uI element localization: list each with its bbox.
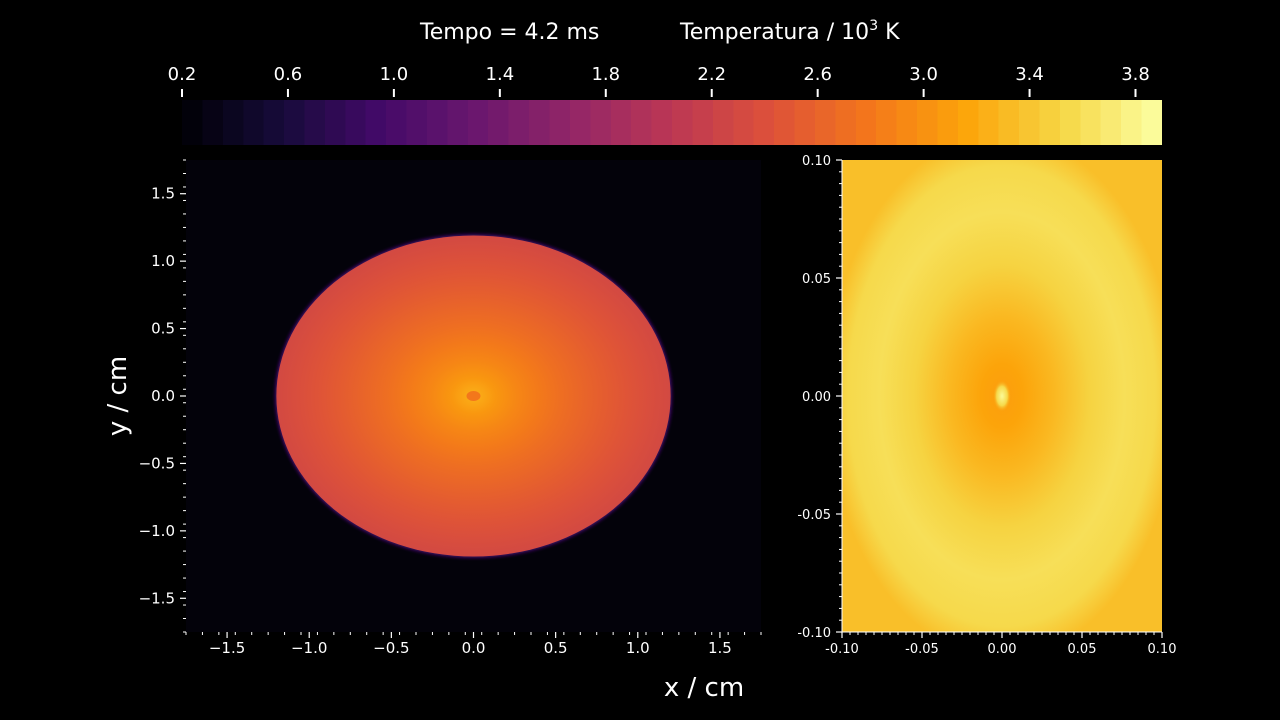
y-tick-label: -0.05 xyxy=(797,508,831,523)
y-tick-label: 0.0 xyxy=(151,387,175,405)
x-tick-label: 1.0 xyxy=(626,639,650,657)
colorbar-tick-label: 3.4 xyxy=(1015,64,1044,85)
x-tick-label: −1.0 xyxy=(291,639,327,657)
temperature-label-prefix: Temperatura / 10 xyxy=(679,20,869,45)
temperature-blob-core xyxy=(466,391,481,401)
y-tick-label: −1.5 xyxy=(139,589,175,607)
y-tick-label: 0.05 xyxy=(802,272,831,287)
zoom-hotspot xyxy=(993,380,1011,412)
zoom-heatmap: -0.10 -0.05 0.00 0.05 0.10 -0.10 -0.05 0.00 0.05… xyxy=(797,154,1176,657)
y-tick-label: −0.5 xyxy=(139,454,175,472)
colorbar-tick-label: 3.8 xyxy=(1121,64,1150,85)
x-tick-label: 0.00 xyxy=(988,642,1017,657)
y-tick-label: 0.5 xyxy=(151,320,175,338)
x-tick-label: 0.5 xyxy=(544,639,568,657)
colorbar-tick-label: 0.2 xyxy=(168,64,197,85)
temperature-label-exp: 3 xyxy=(869,18,878,34)
main-heatmap: −1.5 −1.0 −0.5 0.0 0.5 1.0 1.5 −1.5 −1.0 −0.5 0.0 0… xyxy=(103,159,762,703)
colorbar: 0.2 0.6 1.0 1.4 1.8 2.2 2.6 3.0 3.4 3.8 xyxy=(168,64,1162,145)
x-tick-label: 0.10 xyxy=(1148,642,1177,657)
y-tick-label: −1.0 xyxy=(139,522,175,540)
x-tick-label: −0.5 xyxy=(373,639,409,657)
colorbar-tick-label: 0.6 xyxy=(274,64,303,85)
x-tick-label: 0.0 xyxy=(462,639,486,657)
main-y-axis-label: y / cm xyxy=(103,356,133,436)
main-x-axis-label: x / cm xyxy=(664,673,744,703)
x-tick-label: -0.10 xyxy=(825,642,859,657)
x-tick-label: −1.5 xyxy=(209,639,245,657)
time-label: Tempo = 4.2 ms xyxy=(419,20,599,45)
colorbar-tick-label: 3.0 xyxy=(909,64,938,85)
x-tick-label: 0.05 xyxy=(1068,642,1097,657)
zoom-axes: -0.10 -0.05 0.00 0.05 0.10 -0.10 -0.05 0.00 0.05… xyxy=(797,154,1176,657)
y-tick-label: 0.00 xyxy=(802,390,831,405)
x-tick-label: -0.05 xyxy=(905,642,939,657)
y-tick-label: -0.10 xyxy=(797,626,831,641)
temperature-label-unit: K xyxy=(878,20,900,45)
y-tick-label: 0.10 xyxy=(802,154,831,169)
y-tick-label: 1.5 xyxy=(151,185,175,203)
colorbar-tick-label: 1.0 xyxy=(380,64,409,85)
temperature-label: Temperatura / 103 K xyxy=(679,18,900,45)
main-axes: −1.5 −1.0 −0.5 0.0 0.5 1.0 1.5 −1.5 −1.0 −0.5 0.0 0… xyxy=(139,159,762,657)
x-tick-label: 1.5 xyxy=(708,639,732,657)
colorbar-tick-label: 2.2 xyxy=(697,64,726,85)
colorbar-tick-label: 1.8 xyxy=(591,64,620,85)
colorbar-gradient xyxy=(182,100,1162,145)
colorbar-ticks: 0.2 0.6 1.0 1.4 1.8 2.2 2.6 3.0 3.4 3.8 xyxy=(168,64,1150,97)
colorbar-tick-label: 1.4 xyxy=(486,64,515,85)
colorbar-tick-label: 2.6 xyxy=(803,64,832,85)
y-tick-label: 1.0 xyxy=(151,252,175,270)
